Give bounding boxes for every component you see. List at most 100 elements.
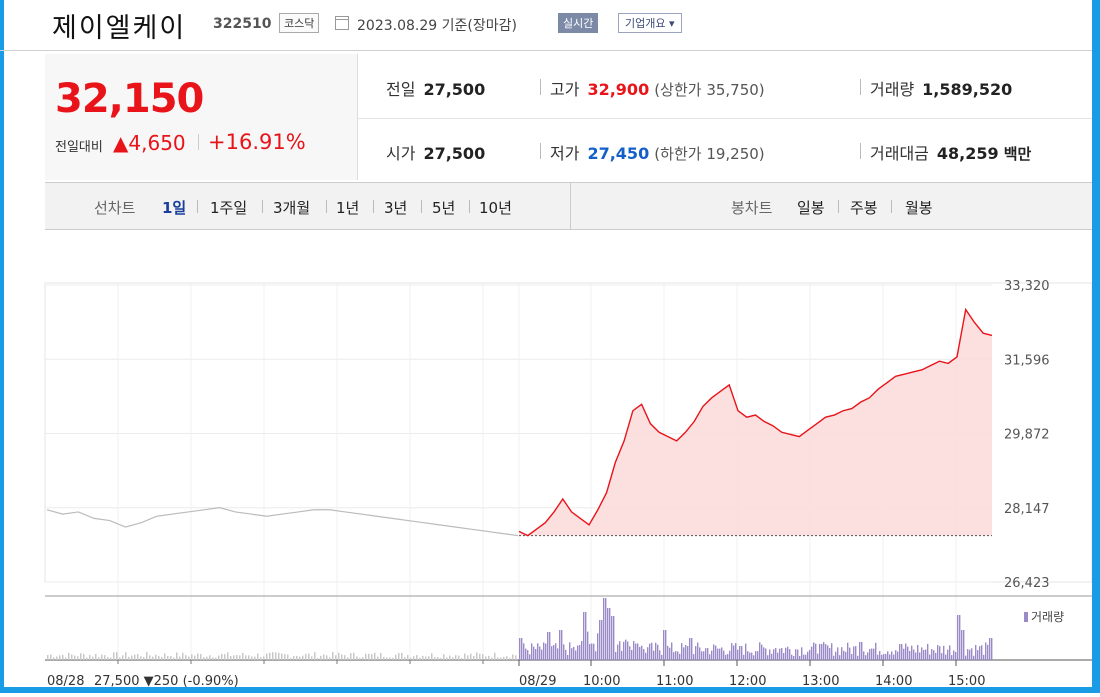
candle-weekly[interactable]: 주봉 bbox=[850, 199, 878, 217]
volume-bar bbox=[605, 598, 607, 660]
volume-bar bbox=[555, 643, 557, 660]
volume-bar bbox=[320, 655, 322, 660]
volume-bar bbox=[797, 649, 799, 660]
volume-bar bbox=[857, 655, 859, 660]
volume-bar bbox=[815, 643, 817, 660]
volume-bar bbox=[116, 652, 118, 660]
volume-bar bbox=[803, 654, 805, 660]
volume-bar bbox=[813, 642, 815, 660]
volume-bar bbox=[675, 651, 677, 660]
volume-bar bbox=[781, 648, 783, 660]
volume-bar bbox=[809, 649, 811, 660]
volume-bar bbox=[909, 650, 911, 660]
stat-trade-value: 거래대금 48,259 백만 bbox=[870, 140, 1031, 164]
volume-bar bbox=[95, 653, 97, 660]
candle-chart-label: 봉차트 bbox=[731, 199, 773, 217]
volume-bar bbox=[985, 642, 987, 660]
volume-bar bbox=[71, 654, 73, 660]
volume-bar bbox=[335, 655, 337, 660]
volume-bar bbox=[581, 640, 583, 660]
volume-bar bbox=[721, 647, 723, 660]
volume-bar bbox=[641, 645, 643, 660]
change-label: 전일대비 bbox=[55, 140, 103, 155]
volume-bar bbox=[434, 657, 436, 660]
volume-bar bbox=[221, 653, 223, 660]
volume-bar bbox=[639, 646, 641, 660]
volume-bar bbox=[173, 657, 175, 660]
today-price-area bbox=[519, 309, 992, 536]
volume-bar bbox=[236, 655, 238, 660]
volume-bar bbox=[955, 652, 957, 660]
company-overview-dropdown[interactable]: 기업개요 ▾ bbox=[618, 13, 682, 33]
prev-day-line bbox=[46, 507, 519, 537]
volume-bar bbox=[947, 649, 949, 660]
period-3m[interactable]: 3개월 bbox=[273, 199, 311, 217]
volume-bar bbox=[571, 648, 573, 660]
volume-bar bbox=[446, 657, 448, 660]
candle-daily[interactable]: 일봉 bbox=[797, 199, 825, 217]
volume-bar bbox=[921, 647, 923, 660]
volume-bar bbox=[374, 652, 376, 660]
volume-bar bbox=[553, 644, 555, 660]
price-chart-svg: 33,320 31,596 29,872 28,147 26,423 거래량 08/29 10… bbox=[44, 279, 1093, 689]
volume-bar bbox=[775, 648, 777, 660]
volume-bar bbox=[428, 656, 430, 660]
divider bbox=[838, 200, 839, 213]
x-tick-label: 10:00 bbox=[583, 674, 620, 689]
volume-bar bbox=[65, 657, 67, 660]
volume-bar bbox=[449, 655, 451, 660]
volume-bar bbox=[863, 651, 865, 660]
stock-header: 제이엘케이 322510 코스닥 2023.08.29 기준(장마감) 실시간 … bbox=[0, 0, 1092, 51]
volume-bar bbox=[905, 643, 907, 660]
period-10y[interactable]: 10년 bbox=[479, 199, 512, 217]
volume-bar bbox=[573, 646, 575, 660]
today-price-line bbox=[518, 307, 993, 537]
volume-bar bbox=[651, 642, 653, 660]
period-1y[interactable]: 1년 bbox=[336, 199, 360, 217]
volume-bar bbox=[643, 649, 645, 660]
volume-bar bbox=[693, 654, 695, 660]
period-5y[interactable]: 5년 bbox=[432, 199, 456, 217]
volume-bar bbox=[248, 655, 250, 660]
stat-high: 고가 32,900 (상한가 35,750) bbox=[550, 76, 765, 100]
volume-bar bbox=[673, 652, 675, 660]
volume-bar bbox=[761, 644, 763, 660]
volume-bar bbox=[47, 655, 49, 660]
volume-bar bbox=[703, 651, 705, 660]
volume-bar bbox=[194, 655, 196, 660]
volume-bar bbox=[386, 657, 388, 660]
volume-bar bbox=[739, 646, 741, 660]
period-3y[interactable]: 3년 bbox=[384, 199, 408, 217]
volume-bar bbox=[893, 654, 895, 660]
prev-day-summary: 27,500 ▼250 (-0.90%) bbox=[94, 674, 239, 689]
volume-bar bbox=[699, 647, 701, 660]
volume-bar bbox=[287, 654, 289, 660]
realtime-button[interactable]: 실시간 bbox=[558, 13, 599, 33]
stat-label: 거래대금 bbox=[870, 144, 929, 163]
volume-bar bbox=[827, 645, 829, 660]
volume-bar bbox=[659, 650, 661, 660]
volume-bar bbox=[707, 648, 709, 660]
volume-bar bbox=[789, 649, 791, 660]
volume-bar bbox=[541, 649, 543, 660]
volume-bar bbox=[293, 656, 295, 660]
volume-bar bbox=[871, 648, 873, 660]
volume-bar bbox=[535, 649, 537, 660]
volume-bar bbox=[779, 648, 781, 660]
period-1d[interactable]: 1일 bbox=[162, 199, 187, 217]
volume-bar bbox=[805, 654, 807, 660]
divider bbox=[540, 79, 541, 95]
divider bbox=[570, 183, 571, 229]
volume-bar bbox=[825, 644, 827, 660]
volume-bar bbox=[787, 646, 789, 660]
divider bbox=[421, 200, 422, 213]
stat-open: 시가 27,500 bbox=[386, 140, 485, 164]
volume-bar bbox=[323, 654, 325, 660]
volume-bar bbox=[917, 645, 919, 660]
candle-monthly[interactable]: 월봉 bbox=[905, 199, 933, 217]
volume-bar bbox=[470, 653, 472, 660]
volume-bar bbox=[903, 648, 905, 660]
volume-bar bbox=[549, 632, 551, 660]
volume-bar bbox=[56, 656, 58, 660]
period-1w[interactable]: 1주일 bbox=[210, 199, 248, 217]
